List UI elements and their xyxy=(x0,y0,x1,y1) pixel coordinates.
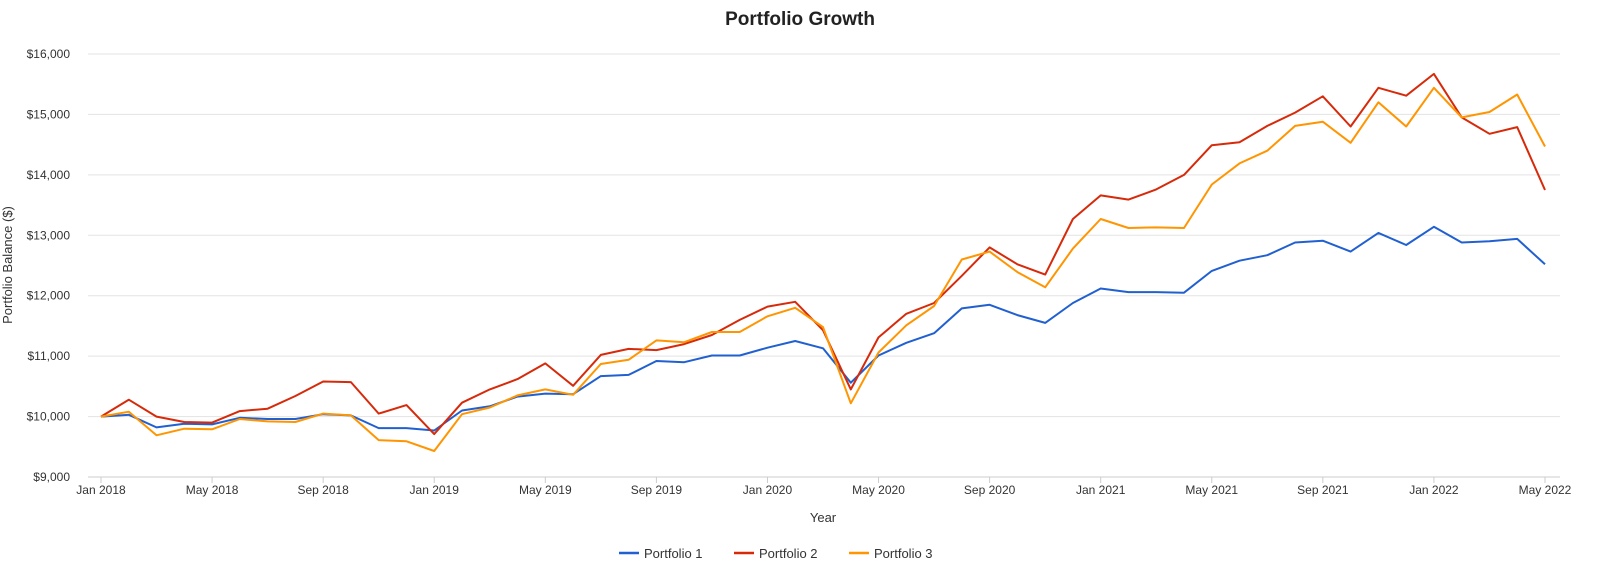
x-axis-ticks: Jan 2018 May 2018 Sep 2018 Jan 2019 May 2019… xyxy=(76,477,1572,497)
x-tick-label: May 2021 xyxy=(1185,483,1238,497)
series-line-portfolio-3 xyxy=(100,86,1546,452)
legend-label: Portfolio 2 xyxy=(759,546,818,561)
legend: Portfolio 1 Portfolio 2 Portfolio 3 xyxy=(619,546,933,561)
x-tick-label: Sep 2021 xyxy=(1297,483,1349,497)
x-axis-label: Year xyxy=(810,510,837,525)
gridlines xyxy=(88,53,1560,478)
legend-item-portfolio-3[interactable]: Portfolio 3 xyxy=(849,546,933,561)
x-tick-label: Jan 2021 xyxy=(1076,483,1126,497)
x-tick-label: Jan 2020 xyxy=(743,483,793,497)
x-tick-label: Jan 2019 xyxy=(410,483,460,497)
y-tick-label: $11,000 xyxy=(28,349,71,363)
y-tick-label: $14,000 xyxy=(27,168,71,182)
chart-title: Portfolio Growth xyxy=(725,9,875,30)
legend-item-portfolio-1[interactable]: Portfolio 1 xyxy=(619,546,703,561)
y-tick-label: $16,000 xyxy=(27,47,71,61)
x-tick-label: May 2019 xyxy=(519,483,572,497)
x-tick-label: Sep 2018 xyxy=(297,483,349,497)
y-tick-label: $15,000 xyxy=(27,107,71,121)
x-tick-label: Jan 2022 xyxy=(1409,483,1459,497)
series-lines xyxy=(100,72,1546,452)
y-tick-label: $10,000 xyxy=(27,410,71,424)
y-axis-label: Portfolio Balance ($) xyxy=(0,206,15,324)
y-tick-label: $13,000 xyxy=(27,228,71,242)
x-tick-label: May 2022 xyxy=(1519,483,1572,497)
x-tick-label: Sep 2020 xyxy=(964,483,1016,497)
series-line-portfolio-2 xyxy=(100,72,1546,436)
x-tick-label: May 2020 xyxy=(852,483,905,497)
x-tick-label: May 2018 xyxy=(186,483,239,497)
y-tick-label: $12,000 xyxy=(27,289,71,303)
y-tick-label: $9,000 xyxy=(33,470,70,484)
legend-item-portfolio-2[interactable]: Portfolio 2 xyxy=(734,546,818,561)
legend-label: Portfolio 1 xyxy=(644,546,703,561)
y-axis-ticks: $9,000 $10,000 $11,000 $12,000 $13,000 $14,00… xyxy=(27,47,71,484)
legend-label: Portfolio 3 xyxy=(874,546,933,561)
x-tick-label: Sep 2019 xyxy=(631,483,683,497)
x-tick-label: Jan 2018 xyxy=(76,483,126,497)
